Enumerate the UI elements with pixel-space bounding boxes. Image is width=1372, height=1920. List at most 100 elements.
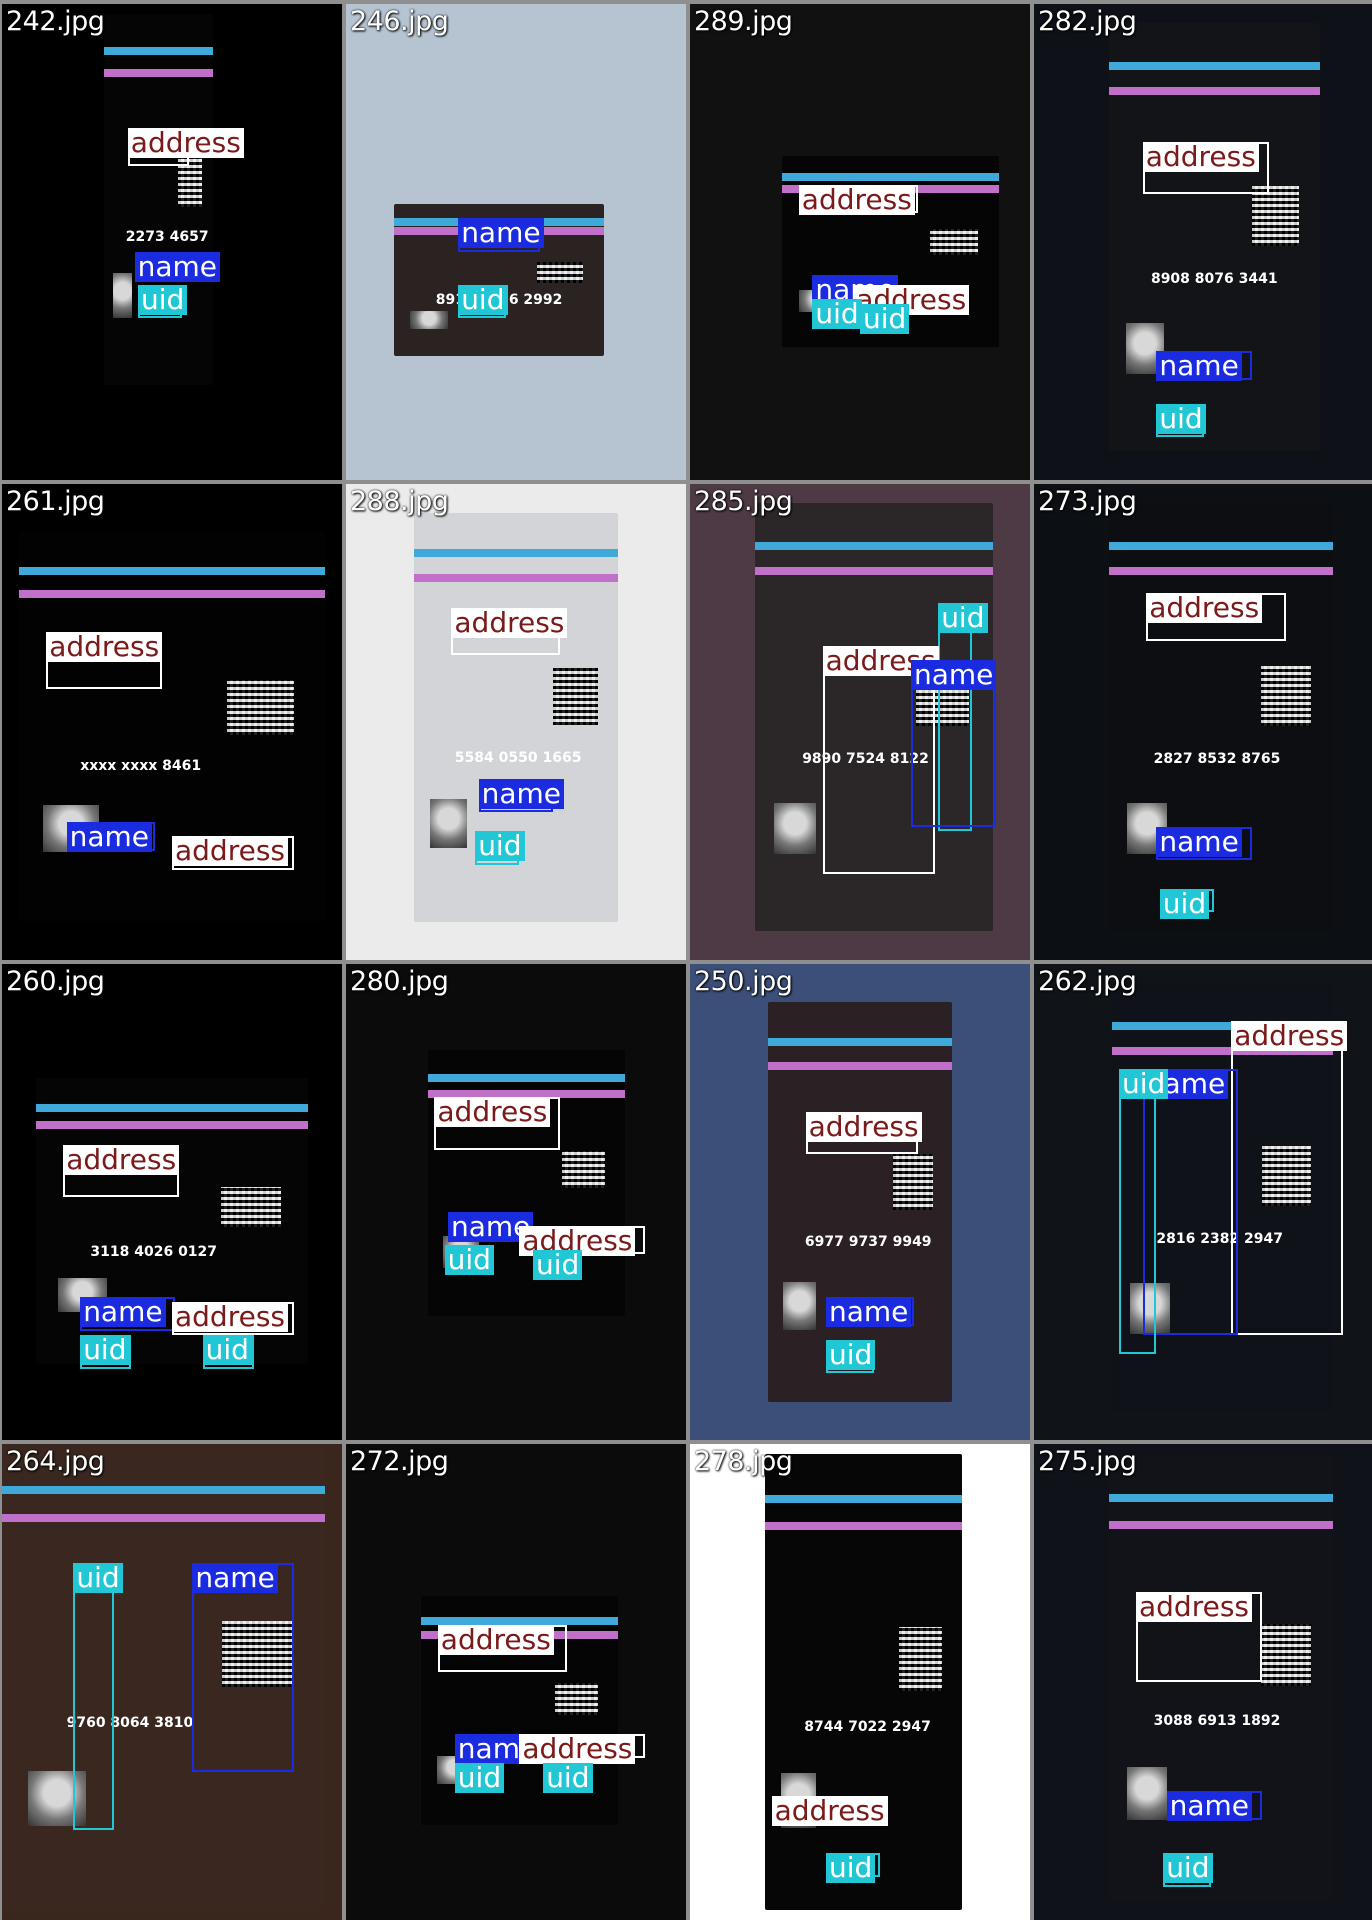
aadhaar-card-scan: 2827 8532 8765 <box>1108 503 1334 932</box>
image-tile[interactable]: 2827 8532 8765 273.jpg address name uid <box>1034 484 1372 960</box>
header-stripe <box>420 1616 618 1625</box>
uid-bounding-box <box>1119 1068 1157 1355</box>
address-label-tag: address <box>1142 142 1259 173</box>
address-label-tag: address <box>434 1097 551 1128</box>
uid-label-tag: uid <box>1163 1853 1213 1884</box>
address-label-tag: address <box>1146 593 1263 624</box>
image-tile[interactable]: 6977 9737 9949 250.jpg address name uid <box>690 964 1030 1440</box>
aadhaar-card-scan: 6977 9737 9949 <box>768 1002 952 1402</box>
uid-number: 2273 4657 3331 <box>125 228 213 245</box>
filename-label: 280.jpg <box>350 966 449 997</box>
image-tile[interactable]: 280.jpg address name address uid uid <box>346 964 686 1440</box>
uid-label-tag: uid <box>73 1563 123 1593</box>
name-bounding-box <box>192 1563 295 1773</box>
header-stripe <box>754 541 993 550</box>
filename-label: 260.jpg <box>6 966 105 997</box>
header-stripe <box>36 1103 308 1112</box>
name-label-tag: name <box>80 1297 166 1328</box>
name-label-tag: name <box>1156 351 1242 382</box>
uid-number: 2816 2382 2947 <box>1156 1231 1284 1248</box>
aadhaar-card-scan: 8908 8076 3441 <box>1108 23 1320 452</box>
filename-label: 250.jpg <box>694 966 793 997</box>
header-stripe <box>414 549 618 558</box>
header-stripe <box>36 1121 308 1130</box>
address-label-tag: address <box>172 836 289 867</box>
uid-number: 8744 7022 2947 <box>804 1718 931 1735</box>
uid-number: 6977 9737 9949 <box>804 1233 932 1250</box>
uid-number: 9890 7524 8122 <box>802 751 929 768</box>
image-tile[interactable]: 8908 8076 3441 282.jpg address name uid <box>1034 4 1372 480</box>
uid-label-tag: uid <box>812 299 862 330</box>
qr-code <box>929 228 978 256</box>
filename-label: 285.jpg <box>694 486 793 517</box>
uid-number: 2827 8532 8765 <box>1153 751 1281 768</box>
filename-label: 261.jpg <box>6 486 105 517</box>
header-stripe <box>104 46 213 55</box>
image-tile[interactable]: 9890 7524 8122 285.jpg address uid name <box>690 484 1030 960</box>
aadhaar-card-scan: 9890 7524 8122 <box>754 503 993 932</box>
uid-label-tag: uid <box>138 284 188 315</box>
uid-number: 5584 0550 1665 <box>454 749 582 766</box>
header-stripe <box>1108 1520 1334 1529</box>
uid-label-tag: uid <box>458 284 508 315</box>
image-tile[interactable]: 2816 2382 2947 262.jpg address name uid <box>1034 964 1372 1440</box>
aadhaar-card-scan: 2816 2382 2947 <box>1112 983 1334 1412</box>
aadhaar-card-scan: 2273 4657 3331 <box>104 13 213 385</box>
uid-label-tag: uid <box>1159 888 1210 919</box>
address-label-tag: address <box>519 1734 636 1765</box>
image-tile[interactable]: 9760 8064 3810 264.jpg uid name <box>2 1444 342 1920</box>
image-tile[interactable]: 5584 0550 1665 288.jpg address name uid <box>346 484 686 960</box>
header-stripe <box>104 69 213 78</box>
qr-code <box>536 261 584 284</box>
uid-label-tag: uid <box>475 831 525 862</box>
aadhaar-card-scan: 9760 8064 3810 <box>2 1444 325 1911</box>
filename-label: 278.jpg <box>694 1446 793 1477</box>
uid-bounding-box <box>73 1563 115 1830</box>
header-stripe <box>764 1494 962 1503</box>
portrait-photo <box>782 1281 816 1330</box>
name-label-tag: name <box>192 1563 278 1593</box>
image-tile[interactable]: 8744 7022 2947 278.jpg address uid <box>690 1444 1030 1920</box>
uid-label-tag: uid <box>454 1762 505 1793</box>
filename-label: 272.jpg <box>350 1446 449 1477</box>
header-stripe <box>768 1038 952 1047</box>
name-label-tag: name <box>1156 826 1242 857</box>
header-stripe <box>1108 1493 1334 1502</box>
filename-label: 262.jpg <box>1038 966 1137 997</box>
qr-code <box>221 1621 293 1687</box>
uid-label-tag: uid <box>1156 403 1206 434</box>
filename-label: 246.jpg <box>350 6 449 37</box>
image-tile[interactable]: xxxx xxxx 8461 261.jpg address name address <box>2 484 342 960</box>
address-label-tag: address <box>1136 1591 1253 1622</box>
address-label-tag: address <box>46 631 163 662</box>
qr-code <box>898 1627 943 1692</box>
uid-label-tag: uid <box>543 1762 593 1793</box>
name-label-tag: name <box>478 779 564 810</box>
header-stripe <box>414 573 618 582</box>
address-label-tag: address <box>172 1301 289 1332</box>
header-stripe <box>781 173 1000 182</box>
image-tile[interactable]: 272.jpg address name address uid uid <box>346 1444 686 1920</box>
address-label-tag: address <box>1231 1021 1348 1052</box>
filename-label: 288.jpg <box>350 486 449 517</box>
portrait-photo <box>430 799 468 849</box>
header-stripe <box>1108 541 1334 550</box>
qr-code <box>561 1150 606 1189</box>
uid-label-tag: uid <box>826 1853 876 1884</box>
uid-label-tag: uid <box>80 1335 130 1366</box>
aadhaar-card-scan <box>427 1049 625 1317</box>
image-tile[interactable]: 3088 6913 1892 275.jpg address name uid <box>1034 1444 1372 1920</box>
header-stripe <box>19 566 325 575</box>
name-label-tag: name <box>66 821 152 852</box>
header-stripe <box>754 567 993 576</box>
portrait-photo <box>1129 1282 1170 1335</box>
address-label-tag: address <box>451 607 568 638</box>
address-label-tag: address <box>437 1624 554 1655</box>
address-bounding-box <box>1231 1021 1344 1336</box>
uid-label-tag: uid <box>444 1244 494 1275</box>
image-tile[interactable]: 3118 4026 0127 260.jpg address name uid addre… <box>2 964 342 1440</box>
name-label-tag: name <box>448 1211 534 1242</box>
